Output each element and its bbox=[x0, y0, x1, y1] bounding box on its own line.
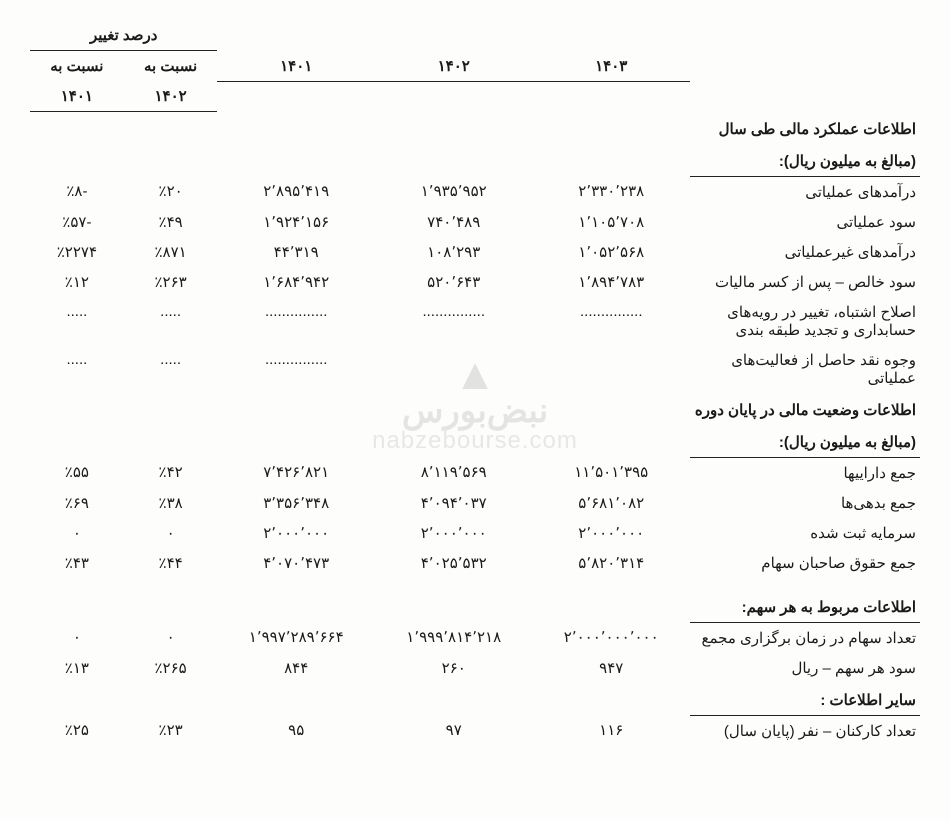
table-row: اصلاح اشتباه، تغییر در رویه‌های حسابداری… bbox=[30, 297, 920, 345]
table-row: جمع داراییها ۱۱٬۵۰۱٬۳۹۵ ۸٬۱۱۹٬۵۶۹ ۷٬۴۲۶٬… bbox=[30, 457, 920, 488]
pct-vs-1401-b: ۱۴۰۱ bbox=[30, 81, 124, 112]
row-label: جمع داراییها bbox=[690, 457, 920, 488]
section1-title: اطلاعات عملکرد مالی طی سال bbox=[690, 112, 920, 144]
row-label: جمع حقوق صاحبان سهام bbox=[690, 548, 920, 578]
cell: ۱٬۹۳۵٬۹۵۲ bbox=[375, 176, 533, 207]
row-label: درآمدهای عملیاتی bbox=[690, 176, 920, 207]
row-label: اصلاح اشتباه، تغییر در رویه‌های حسابداری… bbox=[690, 297, 920, 345]
table-row: جمع بدهی‌ها ۵٬۶۸۱٬۰۸۲ ۴٬۰۹۴٬۰۳۷ ۳٬۳۵۶٬۳۴… bbox=[30, 488, 920, 518]
table-row: سود خالص – پس از کسر مالیات ۱٬۸۹۴٬۷۸۳ ۵۲… bbox=[30, 267, 920, 297]
col-1402: ۱۴۰۲ bbox=[375, 51, 533, 82]
table-row: سود عملیاتی ۱٬۱۰۵٬۷۰۸ ۷۴۰٬۴۸۹ ۱٬۹۲۴٬۱۵۶ … bbox=[30, 207, 920, 237]
table-row: سرمایه ثبت شده ۲٬۰۰۰٬۰۰۰ ۲٬۰۰۰٬۰۰۰ ۲٬۰۰۰… bbox=[30, 518, 920, 548]
row-label: وجوه نقد حاصل از فعالیت‌های عملیاتی bbox=[690, 345, 920, 393]
pct-vs-1402-a: نسبت به bbox=[124, 51, 218, 82]
row-label: سود هر سهم – ریال bbox=[690, 653, 920, 683]
table-row: درآمدهای عملیاتی ۲٬۳۳۰٬۲۳۸ ۱٬۹۳۵٬۹۵۲ ۲٬۸… bbox=[30, 176, 920, 207]
section2-title: اطلاعات وضعیت مالی در پایان دوره bbox=[690, 393, 920, 425]
table-row: جمع حقوق صاحبان سهام ۵٬۸۲۰٬۳۱۴ ۴٬۰۲۵٬۵۳۲… bbox=[30, 548, 920, 578]
table-row: سود هر سهم – ریال ۹۴۷ ۲۶۰ ۸۴۴ ٪۲۶۵ ٪۱۳ bbox=[30, 653, 920, 683]
table-row: تعداد سهام در زمان برگزاری مجمع ۲٬۰۰۰٬۰۰… bbox=[30, 622, 920, 653]
financial-table: درصد تغییر ۱۴۰۳ ۱۴۰۲ ۱۴۰۱ نسبت به نسبت ب… bbox=[30, 20, 920, 746]
table-row: درآمدهای غیرعملیاتی ۱٬۰۵۲٬۵۶۸ ۱۰۸٬۲۹۳ ۴۴… bbox=[30, 237, 920, 267]
section4-title: سایر اطلاعات : bbox=[690, 683, 920, 716]
col-1401: ۱۴۰۱ bbox=[217, 51, 375, 82]
section2-sub: (مبالغ به میلیون ریال): bbox=[690, 425, 920, 458]
row-label: جمع بدهی‌ها bbox=[690, 488, 920, 518]
table-row: تعداد کارکنان – نفر (پایان سال) ۱۱۶ ۹۷ ۹… bbox=[30, 715, 920, 746]
pct-vs-1402-b: ۱۴۰۲ bbox=[124, 81, 218, 112]
row-label: سود خالص – پس از کسر مالیات bbox=[690, 267, 920, 297]
pct-change-header: درصد تغییر bbox=[30, 20, 217, 51]
section3-title: اطلاعات مربوط به هر سهم: bbox=[690, 590, 920, 623]
cell: ٪۲۰ bbox=[124, 176, 218, 207]
row-label: درآمدهای غیرعملیاتی bbox=[690, 237, 920, 267]
cell: ۲٬۳۳۰٬۲۳۸ bbox=[532, 176, 690, 207]
table-row: وجوه نقد حاصل از فعالیت‌های عملیاتی ....… bbox=[30, 345, 920, 393]
row-label: سرمایه ثبت شده bbox=[690, 518, 920, 548]
row-label: تعداد کارکنان – نفر (پایان سال) bbox=[690, 715, 920, 746]
section1-sub: (مبالغ به میلیون ریال): bbox=[690, 144, 920, 177]
row-label: سود عملیاتی bbox=[690, 207, 920, 237]
row-label: تعداد سهام در زمان برگزاری مجمع bbox=[690, 622, 920, 653]
pct-vs-1401-a: نسبت به bbox=[30, 51, 124, 82]
cell: ۲٬۸۹۵٬۴۱۹ bbox=[217, 176, 375, 207]
cell: -٪۸ bbox=[30, 176, 124, 207]
col-1403: ۱۴۰۳ bbox=[532, 51, 690, 82]
